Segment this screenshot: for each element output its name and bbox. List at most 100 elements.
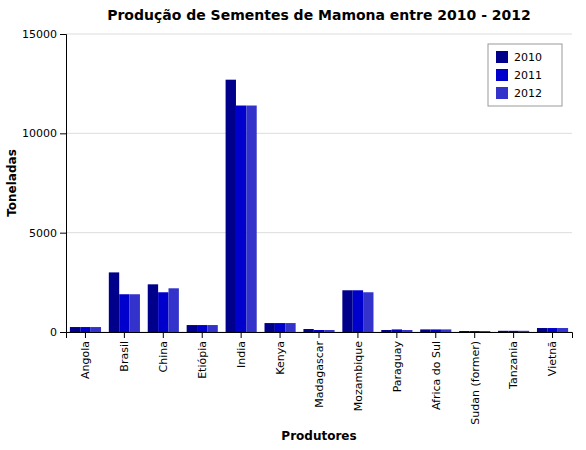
- legend-swatch: [496, 69, 508, 81]
- x-tick-label: Mozambique: [352, 341, 365, 411]
- bar: [119, 294, 129, 332]
- x-tick-mark: [202, 332, 203, 338]
- y-tick-label: 0: [50, 326, 57, 339]
- grid-line: [66, 232, 572, 233]
- grid-line: [66, 133, 572, 134]
- x-tick: Paraguay: [391, 332, 404, 392]
- x-tick-label: Angola: [79, 341, 92, 379]
- grid: [66, 34, 572, 332]
- x-axis-title: Produtores: [281, 429, 356, 443]
- x-tick: China: [157, 332, 170, 372]
- bar: [480, 331, 490, 332]
- bar: [353, 290, 363, 332]
- x-tick-mark: [435, 332, 436, 338]
- x-tick-mark: [124, 332, 125, 338]
- y-tick: 15000: [22, 28, 66, 41]
- bar: [265, 323, 275, 332]
- y-axis-title: Toneladas: [5, 149, 19, 217]
- x-tick-label: Vietnã: [546, 341, 559, 376]
- x-tick-mark: [474, 332, 475, 338]
- x-tick: Mozambique: [352, 332, 365, 411]
- bar: [70, 327, 80, 332]
- y-tick-label: 15000: [22, 28, 57, 41]
- bar: [363, 292, 373, 332]
- x-tick: Angola: [79, 332, 92, 379]
- bar: [158, 292, 168, 332]
- x-tick-mark: [513, 332, 514, 338]
- y-axis-line: [60, 35, 67, 333]
- bar: [431, 329, 441, 332]
- x-tick: Madagascar: [313, 332, 326, 408]
- bar: [91, 327, 101, 332]
- x-tick: Africa do Sul: [430, 332, 443, 410]
- x-tick-mark: [241, 332, 242, 338]
- bar-series: [70, 80, 547, 332]
- x-tick-label: Tanzania: [507, 341, 520, 390]
- x-tick-label: Sudan (former): [469, 341, 482, 425]
- x-tick-label: Madagascar: [313, 341, 326, 408]
- grid-line: [66, 34, 572, 35]
- x-tick-label: Paraguay: [391, 341, 404, 393]
- legend-item: 2012: [496, 87, 542, 100]
- bar: [197, 325, 207, 332]
- x-tick-mark: [280, 332, 281, 338]
- y-tick-label: 5000: [29, 227, 57, 240]
- chart: Angola Brasil China Etiópia India Kenya Madaga…: [0, 0, 586, 450]
- legend: 2010 2011 2012: [488, 44, 562, 106]
- x-tick-mark: [357, 332, 358, 338]
- x-axis: Angola Brasil China Etiópia India Kenya Madaga…: [67, 332, 573, 425]
- x-tick-mark: [319, 332, 320, 338]
- x-tick: Vietnã: [546, 332, 559, 376]
- x-tick: Etiópia: [196, 332, 209, 379]
- x-tick: Kenya: [274, 332, 287, 375]
- x-axis-line: [67, 333, 573, 339]
- legend-label: 2010: [514, 51, 542, 64]
- bar: [420, 329, 430, 332]
- legend-item: 2011: [496, 69, 542, 82]
- legend-item: 2010: [496, 51, 542, 64]
- plot: Angola Brasil China Etiópia India Kenya Madaga…: [22, 28, 573, 425]
- bar: [109, 272, 119, 332]
- bar: [519, 331, 529, 332]
- bar: [303, 329, 313, 332]
- y-tick: 10000: [22, 127, 66, 140]
- bar: [236, 106, 246, 332]
- legend-label: 2011: [514, 69, 542, 82]
- x-tick-label: Etiópia: [196, 341, 209, 379]
- bar: [441, 329, 451, 332]
- bars: [70, 80, 568, 332]
- bar: [537, 328, 547, 332]
- y-tick-mark: [60, 34, 66, 35]
- bar: [148, 284, 158, 332]
- x-tick-mark: [552, 332, 553, 338]
- bar: [459, 331, 469, 332]
- bar: [130, 294, 140, 332]
- x-tick: India: [235, 332, 248, 368]
- legend-swatch: [496, 51, 508, 63]
- bar: [314, 330, 324, 332]
- bar: [558, 328, 568, 332]
- legend-label: 2012: [514, 87, 542, 100]
- x-tick-label: Kenya: [274, 341, 287, 375]
- x-tick-mark: [396, 332, 397, 338]
- x-tick-label: India: [235, 341, 248, 368]
- x-tick-mark: [163, 332, 164, 338]
- y-tick-label: 10000: [22, 127, 57, 140]
- x-tick-label: China: [157, 341, 170, 372]
- bar: [275, 323, 285, 332]
- bar: [342, 290, 352, 332]
- bar: [246, 106, 256, 332]
- bar: [285, 323, 295, 332]
- bar: [498, 331, 508, 332]
- bar: [547, 328, 557, 332]
- x-tick-label: Africa do Sul: [430, 341, 443, 410]
- bar: [187, 325, 197, 332]
- bar: [168, 288, 178, 332]
- bar-series: [80, 106, 557, 332]
- x-tick: Sudan (former): [469, 332, 482, 425]
- y-tick-mark: [60, 133, 66, 134]
- x-tick-label: Brasil: [118, 341, 131, 372]
- title: Produção de Sementes de Mamona entre 201…: [107, 7, 531, 23]
- bar: [207, 325, 217, 332]
- legend-frame: [488, 44, 562, 106]
